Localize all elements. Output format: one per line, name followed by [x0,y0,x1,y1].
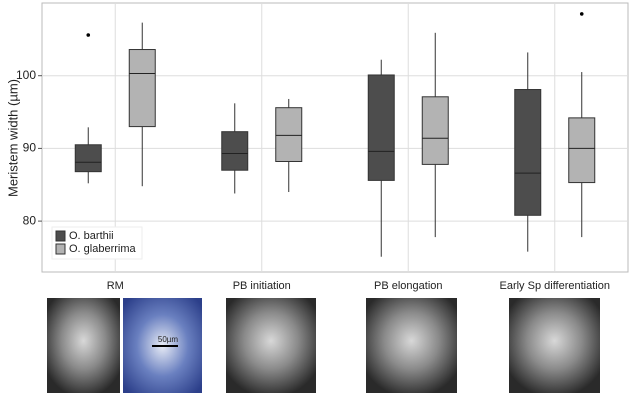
legend-key [55,230,66,242]
x-tick-label: RM [106,280,124,292]
legend-label: O. barthii [69,230,114,242]
micrograph [366,298,457,393]
x-tick-label: Early Sp differentiation [499,280,610,292]
box [514,89,542,216]
box [221,131,249,171]
scale-label: 50µm [158,335,179,344]
legend [51,226,143,260]
outlier [579,12,584,16]
x-tick-label: PB elongation [374,280,443,292]
box [275,107,303,162]
outlier [86,33,91,37]
box [421,96,449,165]
y-tick-label: 90 [23,141,37,155]
box [568,117,596,184]
x-tick-label: PB initiation [232,280,291,292]
legend-label: O. glaberrima [69,243,137,255]
box [74,144,102,173]
box [367,74,395,181]
y-tick-label: 100 [16,68,36,82]
micrograph [226,298,316,393]
micrographs: 50µm [47,298,600,393]
box [128,49,156,128]
y-tick-label: 80 [23,213,37,227]
micrograph [509,298,600,393]
micrograph [47,298,120,393]
y-axis-label: Meristem width (µm) [5,79,20,197]
legend-key [55,243,66,255]
